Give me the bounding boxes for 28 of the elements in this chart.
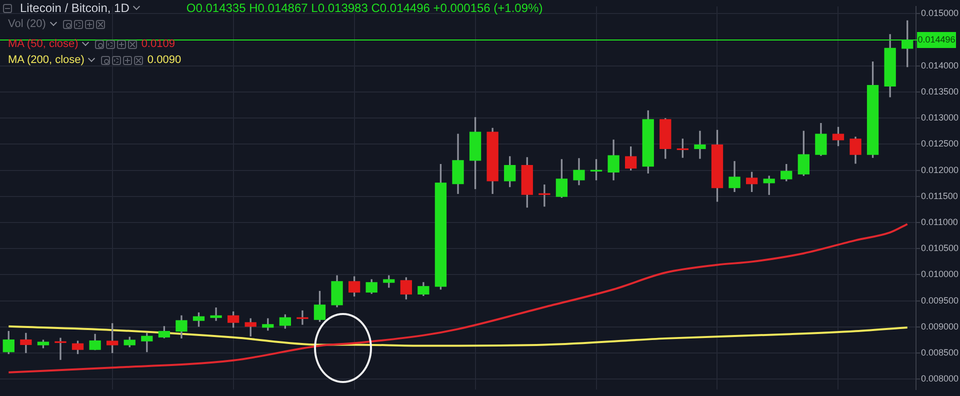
annotation: 0.0090 <box>147 54 182 66</box>
candlestick <box>296 310 308 325</box>
y-tick-label: 0.010000 <box>921 269 959 280</box>
y-tick-label: 0.008500 <box>921 348 959 358</box>
candlestick <box>54 338 66 360</box>
y-tick-label: 0.012500 <box>921 138 959 149</box>
y-tick-label: 0.009500 <box>921 295 959 306</box>
annotation: Vol (20) <box>8 18 46 30</box>
text: MA (50, close) <box>8 38 78 50</box>
y-tick-label: 0.008000 <box>921 374 959 384</box>
y-tick-label: 0.014000 <box>921 60 959 70</box>
candlestick <box>694 130 706 159</box>
y-tick-label: 0.013000 <box>921 112 959 123</box>
text: MA (200, close) <box>8 54 84 66</box>
y-tick-label: 0.011500 <box>921 190 958 201</box>
y-tick-label: 0.015000 <box>921 8 959 18</box>
y-tick-label: 0.011000 <box>921 217 958 228</box>
ref-line-label: 0.014496 <box>918 34 956 45</box>
chart-subtitle: O0.014335 H0.014867 L0.013983 C0.014496 +0.000156 (+1.09%) <box>186 1 543 15</box>
chart-title: Litecoin / Bitcoin, 1D <box>20 1 130 15</box>
y-tick-label: 0.013500 <box>921 86 959 97</box>
annotation: 0.0109 <box>141 38 175 50</box>
y-tick-label: 0.009000 <box>921 321 959 332</box>
candlestick <box>210 308 222 321</box>
y-tick-label: 0.010500 <box>921 243 959 254</box>
y-tick-label: 0.012000 <box>921 164 959 175</box>
line-series <box>8 223 908 374</box>
line-series <box>8 325 908 347</box>
